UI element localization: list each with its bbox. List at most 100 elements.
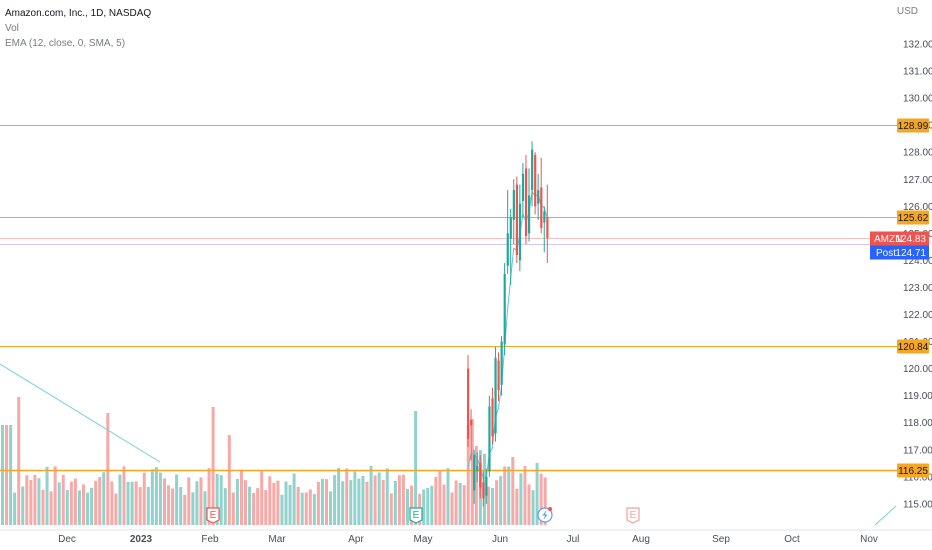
- event-shield: [206, 507, 220, 524]
- candle-body: [494, 357, 497, 434]
- candle[interactable]: [494, 346, 497, 442]
- volume-bar: [9, 425, 13, 525]
- event-label: E: [210, 510, 217, 521]
- currency-label[interactable]: USD: [896, 6, 918, 17]
- volume-bar: [365, 481, 369, 525]
- legend-symbol[interactable]: Amazon.com, Inc., 1D, NASDAQ: [5, 8, 152, 19]
- candle[interactable]: [540, 157, 543, 234]
- volume-bar: [1, 425, 4, 525]
- y-tick-label: 123.00: [903, 283, 932, 294]
- volume-bar: [288, 484, 292, 525]
- earnings-icon[interactable]: E: [206, 507, 220, 524]
- volume-bar: [53, 466, 57, 525]
- candle-body: [543, 211, 546, 223]
- candle[interactable]: [485, 468, 488, 504]
- volume-bar: [260, 471, 264, 525]
- candle[interactable]: [488, 395, 491, 477]
- candlesticks[interactable]: [467, 141, 549, 507]
- earnings-icon[interactable]: E: [626, 507, 640, 524]
- time-axis[interactable]: Dec 2023 Feb Mar Apr May Jun Jul Aug Sep Oct Nov: [58, 534, 878, 545]
- candle[interactable]: [524, 154, 528, 245]
- volume-bar: [495, 480, 499, 525]
- volume-bar: [410, 485, 414, 525]
- volume-bar: [325, 479, 328, 525]
- volume-bar: [539, 473, 543, 525]
- x-tick-label: May: [414, 534, 433, 545]
- candle[interactable]: [543, 206, 546, 253]
- y-tick-label: 124.00: [903, 256, 932, 267]
- candle-body: [546, 217, 549, 238]
- candle[interactable]: [482, 471, 485, 507]
- candle[interactable]: [470, 409, 473, 461]
- volume-bar: [231, 492, 235, 525]
- price-axis[interactable]: 132.00131.00130.00129.00128.00127.00126.…: [903, 40, 932, 511]
- earnings-icon[interactable]: E: [409, 507, 423, 524]
- candle[interactable]: [503, 263, 506, 356]
- trend-line[interactable]: [0, 363, 897, 526]
- volume-bar: [389, 493, 393, 525]
- volume-bar: [393, 480, 397, 525]
- candle[interactable]: [479, 455, 482, 499]
- legend-volume[interactable]: Vol: [5, 23, 19, 34]
- volume-bar: [337, 467, 341, 525]
- volume-bar: [183, 494, 187, 525]
- volume-bar: [49, 491, 53, 525]
- y-tick-label: 130.00: [903, 94, 932, 105]
- post-price-value: 124.71: [895, 248, 926, 259]
- dividend-lightning-icon[interactable]: [537, 507, 553, 523]
- candle[interactable]: [537, 173, 540, 220]
- candle[interactable]: [506, 190, 509, 274]
- volume-bar: [134, 481, 138, 525]
- volume-bar: [308, 489, 312, 525]
- volume-bar: [458, 482, 462, 525]
- candle-body: [509, 217, 512, 239]
- volume-bar: [90, 487, 94, 525]
- volume-bar: [312, 494, 316, 525]
- candle[interactable]: [518, 184, 522, 272]
- candle[interactable]: [546, 184, 549, 264]
- candle[interactable]: [531, 141, 534, 207]
- x-tick-label: Apr: [348, 534, 364, 545]
- volume-bar: [381, 479, 385, 525]
- candle-body: [521, 173, 525, 201]
- candle[interactable]: [512, 179, 515, 245]
- volume-bar: [146, 486, 150, 525]
- volume-bar: [345, 468, 349, 525]
- candle[interactable]: [515, 176, 518, 264]
- legend-ema[interactable]: EMA (12, close, 0, SMA, 5): [5, 38, 126, 49]
- volume-bar: [13, 492, 17, 525]
- volume-bar: [531, 490, 535, 525]
- candle[interactable]: [497, 352, 500, 402]
- volume-bar: [491, 488, 495, 525]
- candle[interactable]: [534, 152, 537, 215]
- candle-body: [518, 203, 522, 261]
- candle[interactable]: [473, 449, 476, 504]
- volume-bar: [300, 492, 304, 525]
- x-tick-label: Feb: [201, 534, 219, 545]
- volume-bar: [401, 474, 405, 525]
- x-tick-label: Oct: [784, 534, 800, 545]
- horizontal-levels[interactable]: [0, 125, 897, 472]
- candle[interactable]: [467, 355, 470, 448]
- volume-bar: [507, 466, 511, 525]
- candle[interactable]: [491, 387, 494, 445]
- candle-body: [479, 463, 482, 488]
- candle[interactable]: [528, 168, 531, 242]
- volume-bar: [98, 476, 102, 525]
- level-badge-label: 125.62: [898, 213, 929, 224]
- candle-body: [488, 406, 491, 472]
- candle[interactable]: [521, 163, 525, 218]
- volume-bar: [57, 482, 61, 525]
- candle-body: [491, 398, 494, 437]
- candle[interactable]: [509, 209, 512, 285]
- volume-bar: [122, 466, 126, 525]
- volume-bar: [523, 466, 527, 525]
- candle-body: [482, 482, 485, 499]
- candle[interactable]: [476, 452, 479, 483]
- volume-bar: [199, 477, 203, 525]
- volume-bar: [397, 475, 401, 525]
- candle-body: [503, 273, 506, 345]
- candle[interactable]: [500, 336, 503, 396]
